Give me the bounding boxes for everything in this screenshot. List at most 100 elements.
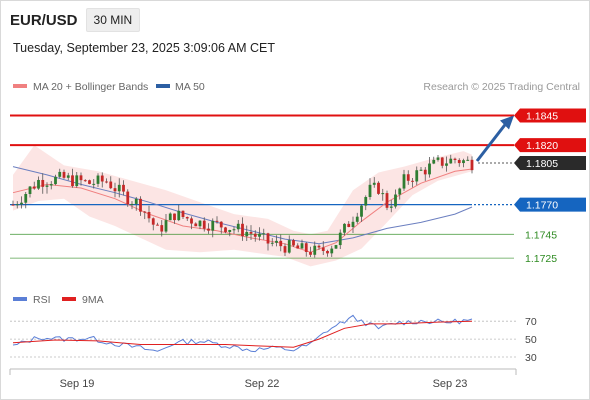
bearish-candle — [470, 159, 474, 171]
bearish-candle — [207, 228, 210, 231]
bearish-candle — [62, 171, 66, 178]
bearish-candle — [309, 251, 312, 255]
bullish-candle — [28, 186, 32, 194]
bearish-candle — [215, 220, 219, 222]
bullish-candle — [228, 229, 232, 232]
bullish-candle — [287, 240, 291, 253]
bullish-candle — [330, 248, 334, 254]
bullish-candle — [300, 243, 304, 249]
ma20-legend-swatch — [13, 84, 27, 88]
bullish-candle — [466, 159, 470, 161]
bullish-candle — [270, 242, 274, 244]
bearish-candle — [160, 225, 164, 232]
bollinger-band-area — [13, 145, 472, 267]
bearish-candle — [249, 231, 253, 234]
timeframe-badge[interactable]: 30 MIN — [85, 8, 141, 32]
bearish-candle — [241, 223, 244, 237]
bullish-candle — [96, 175, 100, 184]
price-panel: 1.1845 1.1820 1.1805 1.1770 1.1745 1.1725 — [10, 108, 586, 267]
bearish-candle — [296, 245, 300, 249]
level-label: 1.1725 — [525, 253, 557, 265]
ma9-legend-swatch — [62, 297, 76, 301]
level-label: 1.1845 — [526, 110, 558, 122]
bullish-candle — [168, 213, 172, 221]
bullish-candle — [428, 163, 431, 175]
bearish-candle — [385, 193, 389, 208]
bullish-candle — [436, 157, 440, 160]
target-arrow-head — [500, 115, 514, 130]
bullish-candle — [232, 229, 236, 231]
bullish-candle — [45, 185, 49, 187]
bullish-candle — [364, 197, 368, 206]
bullish-candle — [313, 245, 317, 255]
rsi-tick-label: 30 — [525, 352, 537, 364]
ma9-legend-label: 9MA — [82, 294, 104, 306]
bearish-candle — [11, 204, 15, 206]
bearish-candle — [347, 223, 351, 227]
ma50-legend-swatch — [156, 84, 170, 88]
source-credit: Research © 2025 Trading Central — [423, 81, 580, 93]
rsi-legend-swatch — [13, 297, 27, 301]
bullish-candle — [177, 210, 181, 221]
x-tick-label: Sep 22 — [245, 378, 280, 390]
bullish-candle — [343, 223, 346, 233]
bearish-candle — [453, 158, 457, 160]
bullish-candle — [164, 220, 168, 232]
bearish-candle — [377, 182, 380, 194]
rsi-line — [12, 314, 473, 353]
level-tag — [514, 156, 586, 171]
bearish-candle — [41, 179, 45, 187]
bearish-candle — [185, 216, 189, 219]
bullish-candle — [360, 205, 363, 217]
level-label: 1.1745 — [525, 229, 557, 241]
bullish-candle — [54, 176, 57, 185]
bearish-candle — [321, 247, 325, 251]
bearish-candle — [83, 180, 87, 182]
bearish-candle — [194, 223, 198, 227]
ma50-legend-label: MA 50 — [175, 81, 205, 93]
bullish-candle — [117, 184, 121, 192]
bearish-candle — [113, 188, 117, 192]
bearish-candle — [253, 233, 257, 237]
rsi-legend-label: RSI — [33, 294, 51, 306]
bullish-candle — [75, 175, 79, 187]
rsi-tick-label: 70 — [525, 316, 537, 328]
bullish-candle — [24, 193, 28, 203]
bearish-candle — [139, 198, 142, 212]
bullish-candle — [368, 184, 372, 198]
bearish-candle — [156, 224, 159, 226]
bearish-candle — [317, 245, 321, 248]
bullish-candle — [432, 159, 436, 164]
bullish-candle — [394, 194, 397, 207]
bearish-candle — [440, 157, 444, 166]
level-label: 1.1770 — [526, 200, 558, 212]
ma20-legend-label: MA 20 + Bollinger Bands — [33, 81, 148, 93]
bearish-candle — [173, 213, 176, 221]
bearish-candle — [406, 174, 410, 181]
level-label: 1.1805 — [526, 158, 558, 170]
bearish-candle — [224, 227, 227, 232]
bearish-candle — [105, 181, 108, 183]
bullish-candle — [245, 231, 249, 237]
bearish-candle — [151, 218, 155, 225]
bullish-candle — [15, 204, 19, 206]
rsi-panel: 70 50 30 — [10, 314, 537, 364]
bullish-candle — [92, 183, 96, 185]
rsi-tick-label: 50 — [525, 334, 537, 346]
bearish-candle — [79, 175, 83, 181]
bearish-candle — [143, 211, 147, 213]
bullish-candle — [334, 245, 338, 249]
level-tag — [514, 197, 586, 212]
bullish-candle — [415, 170, 419, 182]
bullish-candle — [355, 216, 359, 222]
bullish-candle — [449, 158, 453, 164]
level-tag — [514, 108, 586, 123]
bearish-candle — [283, 246, 287, 253]
bullish-candle — [37, 179, 40, 189]
bullish-candle — [372, 182, 376, 185]
bearish-candle — [126, 191, 130, 205]
bearish-candle — [71, 175, 74, 187]
bearish-candle — [292, 240, 295, 246]
x-tick-label: Sep 23 — [433, 378, 468, 390]
